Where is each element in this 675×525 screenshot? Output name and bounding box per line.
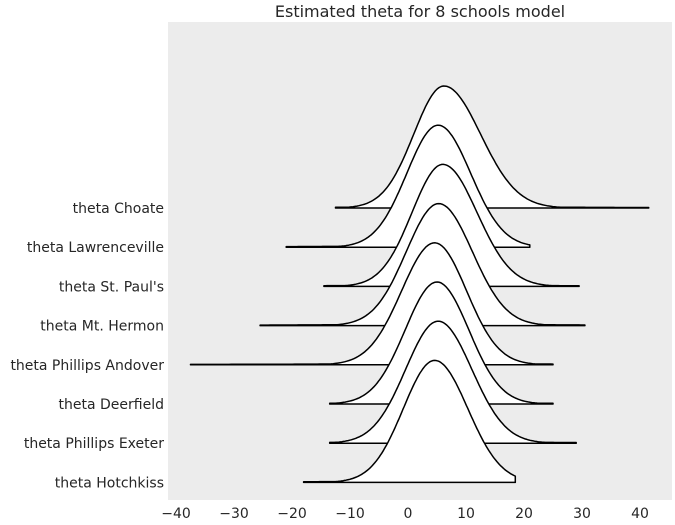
y-label-theta-mt-hermon: theta Mt. Hermon [40,319,164,335]
y-label-theta-lawrenceville: theta Lawrenceville [27,240,164,256]
x-tick-label: −10 [335,506,365,522]
x-tick-label: −30 [219,506,249,522]
y-label-theta-phillips-exeter: theta Phillips Exeter [24,436,164,452]
ridge-theta-hotchkiss [302,359,517,484]
x-axis-ticks: −40 −30 −20 −10 0 10 20 30 40 [161,506,649,522]
y-label-theta-st-paul-s: theta St. Paul's [59,279,164,295]
x-tick-label: 20 [515,506,533,522]
y-label-theta-choate: theta Choate [73,201,164,217]
y-label-theta-hotchkiss: theta Hotchkiss [55,475,164,491]
y-axis-labels: theta Choate theta Lawrenceville theta St.… [10,201,164,491]
chart-title: Estimated theta for 8 schools model [275,2,565,21]
x-tick-label: 30 [573,506,591,522]
x-tick-label: −40 [161,506,191,522]
x-tick-label: 40 [631,506,649,522]
ridges [189,85,650,484]
y-label-theta-phillips-andover: theta Phillips Andover [10,358,164,374]
y-label-theta-deerfield: theta Deerfield [59,397,164,413]
x-tick-label: 10 [457,506,475,522]
x-tick-label: −20 [277,506,307,522]
x-tick-label: 0 [404,506,413,522]
